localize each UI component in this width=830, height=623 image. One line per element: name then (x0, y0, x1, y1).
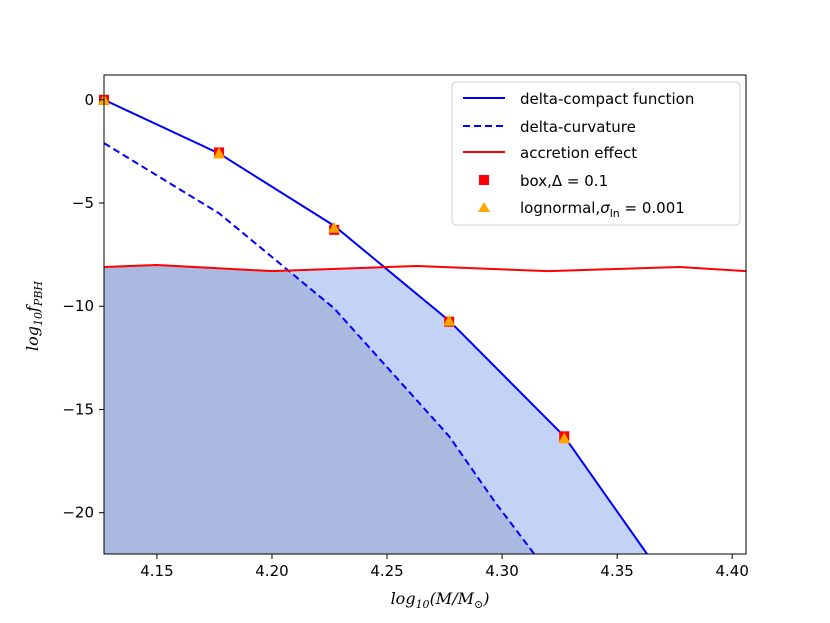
legend-label-lognormal: lognormal,σln = 0.001 (520, 199, 685, 220)
lognormal-marker (443, 314, 456, 326)
fill-regions (104, 264, 648, 554)
legend-swatch-box (479, 175, 489, 185)
series-line-delta-curvature (103, 142, 536, 555)
y-axis-label: log10fPBH (23, 281, 45, 351)
legend-label-accretion: accretion effect (520, 144, 637, 162)
lognormal-marker (558, 432, 571, 444)
y-tick-label: 0 (84, 91, 94, 109)
x-tick-label: 4.20 (255, 562, 288, 580)
x-tick-label: 4.15 (140, 562, 173, 580)
x-tick-label: 4.35 (600, 562, 633, 580)
x-tick-label: 4.30 (485, 562, 518, 580)
x-tick-label: 4.25 (370, 562, 403, 580)
series-line-accretion-effect (103, 263, 747, 273)
y-axis-ticks: 0 −5 −10 −15 −20 (62, 91, 104, 522)
legend-swatch-lognormal (478, 202, 490, 212)
series-line-delta-compact-function (103, 98, 648, 555)
x-tick-label: 4.40 (715, 562, 748, 580)
x-axis-label: log10(M/M⊙) (391, 589, 490, 611)
legend-label-delta-compact: delta-compact function (520, 90, 694, 108)
series-lines (103, 98, 747, 555)
y-tick-label: −20 (62, 504, 94, 522)
legend-box (451, 81, 741, 226)
plot-frame (103, 74, 747, 555)
legend-label-box: box,Δ = 0.1 (520, 172, 608, 190)
fill-region-below-accretion (104, 264, 535, 554)
y-tick-label: −15 (62, 400, 94, 418)
lognormal-marker (213, 147, 226, 159)
x-axis-ticks: 4.15 4.20 4.25 4.30 4.35 4.40 (140, 554, 749, 580)
legend: delta-compact function delta-curvature a… (451, 81, 741, 226)
legend-label-delta-curvature: delta-curvature (520, 118, 636, 136)
y-tick-label: −10 (62, 297, 94, 315)
lognormal-marker (328, 221, 341, 233)
y-tick-label: −5 (72, 194, 94, 212)
